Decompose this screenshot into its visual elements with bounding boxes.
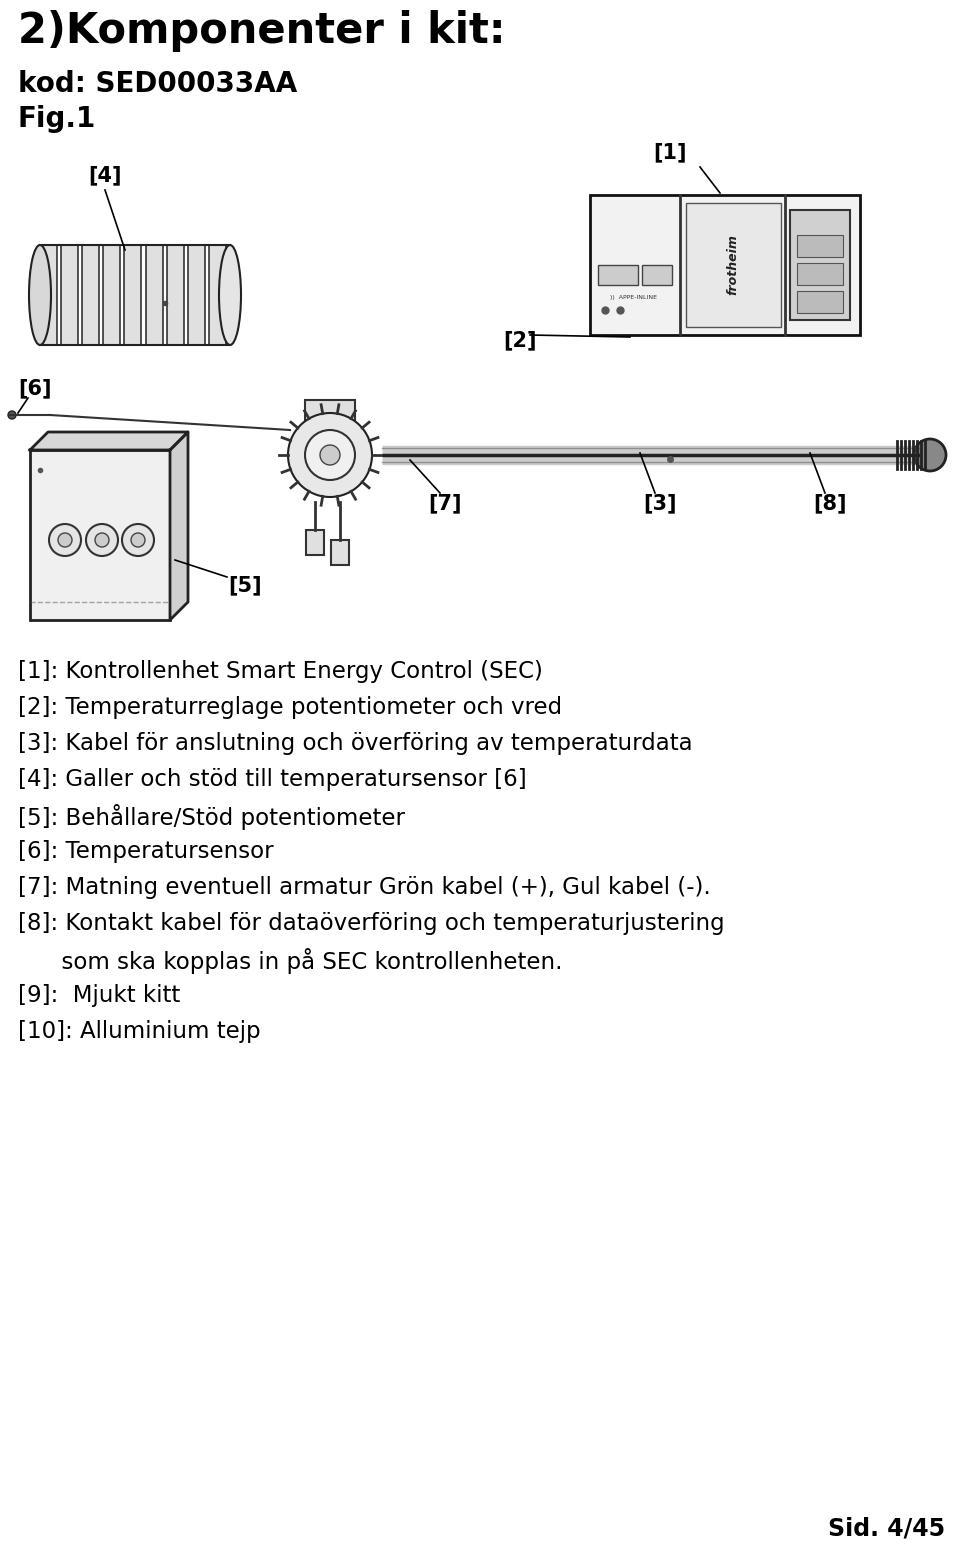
Bar [686, 203, 781, 328]
Circle shape [305, 431, 355, 480]
Polygon shape [170, 432, 188, 619]
Ellipse shape [219, 245, 241, 345]
Text: som ska kopplas in på SEC kontrollenheten.: som ska kopplas in på SEC kontrollenhete… [18, 948, 563, 973]
Bar [797, 236, 843, 257]
Text: [9]:  Mjukt kitt: [9]: Mjukt kitt [18, 984, 180, 1008]
Circle shape [131, 534, 145, 548]
Bar [83, 245, 99, 345]
Text: 2)Komponenter i kit:: 2)Komponenter i kit: [18, 9, 506, 51]
Text: [6]: [6] [18, 378, 52, 398]
Bar [167, 245, 183, 345]
Circle shape [86, 524, 118, 555]
FancyBboxPatch shape [590, 195, 860, 335]
Text: [3]: Kabel för anslutning och överföring av temperaturdata: [3]: Kabel för anslutning och överföring… [18, 732, 692, 755]
Text: kod: SED00033AA: kod: SED00033AA [18, 70, 298, 98]
Text: [7]: [7] [428, 493, 462, 513]
Ellipse shape [29, 245, 51, 345]
Text: [6]: Temperatursensor: [6]: Temperatursensor [18, 839, 274, 863]
Text: [1]: Kontrollenhet Smart Energy Control (SEC): [1]: Kontrollenhet Smart Energy Control … [18, 660, 542, 683]
Circle shape [49, 524, 81, 555]
Bar [104, 245, 120, 345]
Bar [146, 245, 162, 345]
Text: Sid. 4/45: Sid. 4/45 [828, 1516, 945, 1540]
Bar [797, 264, 843, 285]
Text: [3]: [3] [643, 493, 677, 513]
Text: [4]: Galler och stöd till temperatursensor [6]: [4]: Galler och stöd till temperatursens… [18, 768, 527, 791]
Text: [2]: Temperaturreglage potentiometer och vred: [2]: Temperaturreglage potentiometer och… [18, 696, 563, 719]
Bar [790, 211, 850, 320]
Bar [125, 245, 141, 345]
Circle shape [95, 534, 109, 548]
Bar [209, 245, 226, 345]
Bar [188, 245, 204, 345]
Bar [642, 265, 672, 285]
Circle shape [8, 410, 16, 420]
Bar [598, 265, 638, 285]
Text: [5]: Behållare/Stöd potentiometer: [5]: Behållare/Stöd potentiometer [18, 803, 405, 830]
Text: [4]: [4] [88, 165, 122, 186]
Polygon shape [30, 432, 188, 449]
Bar [306, 530, 324, 555]
Text: [1]: [1] [653, 142, 686, 162]
Text: [8]: Kontakt kabel för dataöverföring och temperaturjustering: [8]: Kontakt kabel för dataöverföring oc… [18, 913, 725, 934]
Text: [8]: [8] [813, 493, 847, 513]
Text: ))  APPE-INLINE: )) APPE-INLINE [610, 295, 657, 300]
Text: Fig.1: Fig.1 [18, 105, 96, 133]
Bar [305, 399, 355, 445]
Circle shape [122, 524, 154, 555]
Text: frotheim: frotheim [727, 234, 739, 295]
Circle shape [320, 445, 340, 465]
Circle shape [914, 438, 946, 471]
Circle shape [288, 413, 372, 498]
Bar [331, 540, 349, 565]
Text: [10]: Alluminium tejp: [10]: Alluminium tejp [18, 1020, 260, 1044]
Circle shape [58, 534, 72, 548]
Text: [5]: [5] [228, 576, 262, 594]
Bar [797, 292, 843, 314]
Text: [7]: Matning eventuell armatur Grön kabel (+), Gul kabel (-).: [7]: Matning eventuell armatur Grön kabe… [18, 877, 710, 899]
Bar [61, 245, 78, 345]
Text: [2]: [2] [503, 331, 537, 349]
Bar [30, 449, 170, 619]
Bar [40, 245, 57, 345]
